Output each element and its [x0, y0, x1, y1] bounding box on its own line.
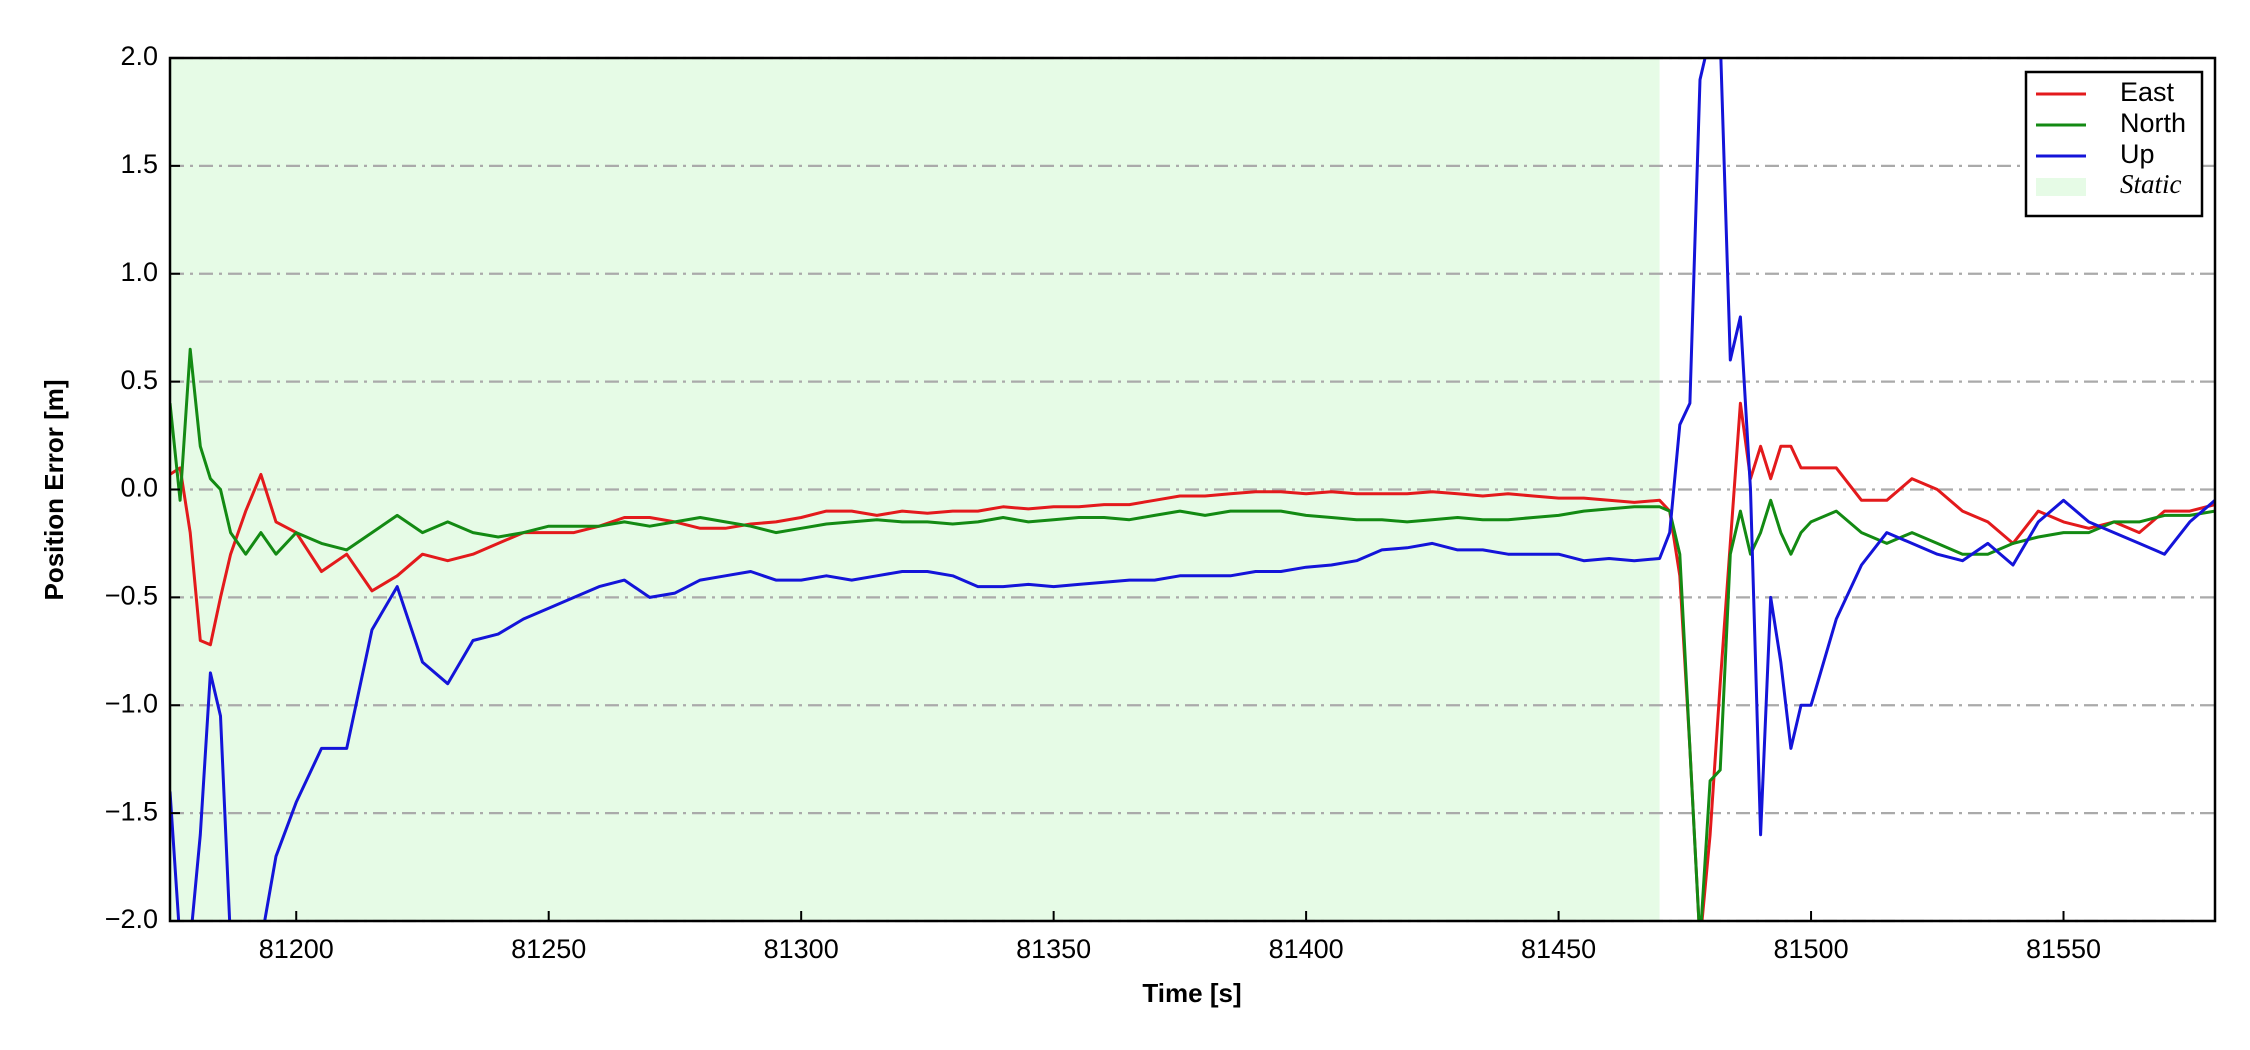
series-line — [170, 401, 2215, 921]
legend-label: North — [2120, 108, 2186, 138]
y-tick-label: −1.0 — [105, 688, 158, 718]
x-tick-label: 81450 — [1521, 934, 1596, 964]
x-tick-label: 81350 — [1016, 934, 1091, 964]
y-tick-label: −0.5 — [105, 581, 158, 611]
plot-frame — [168, 56, 2217, 923]
x-tick-label: 81550 — [2026, 934, 2101, 964]
x-tick-label: 81300 — [764, 934, 839, 964]
series-line — [170, 347, 2215, 921]
x-tick-label: 81250 — [511, 934, 586, 964]
y-tick-label: 1.5 — [120, 149, 158, 179]
legend-label: Up — [2120, 139, 2155, 169]
y-tick-label: 2.0 — [120, 41, 158, 71]
legend-swatch — [2036, 178, 2086, 196]
x-tick-label: 81500 — [1774, 934, 1849, 964]
x-tick-label: 81200 — [259, 934, 334, 964]
y-tick-label: 0.5 — [120, 365, 158, 395]
axes-layer: −2.0 −1.5 −1.0 −0.5 0.0 0.5 1.0 1.5 2.0 81200 8125… — [105, 41, 2217, 964]
y-tick-label: −1.5 — [105, 796, 158, 826]
y-tick-label: 0.0 — [120, 473, 158, 503]
series-line — [170, 58, 2215, 921]
shade-layer — [170, 58, 1660, 921]
y-tick-label: −2.0 — [105, 904, 158, 934]
legend-label: Static — [2120, 169, 2182, 199]
x-tick-label: 81400 — [1269, 934, 1344, 964]
y-axis-label: Position Error [m] — [39, 379, 69, 600]
legend-label: East — [2120, 77, 2175, 107]
x-axis-label: Time [s] — [1142, 978, 1241, 1008]
lines-layer — [170, 58, 2215, 921]
y-tick-label: 1.0 — [120, 257, 158, 287]
static-region — [170, 58, 1660, 921]
